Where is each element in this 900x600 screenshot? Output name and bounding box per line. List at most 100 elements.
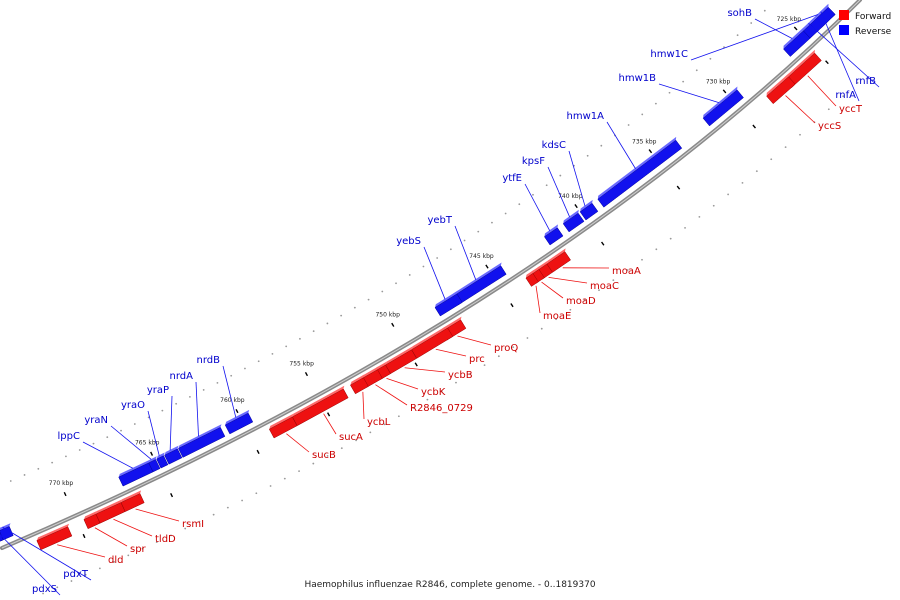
legend-forward-swatch (839, 10, 849, 20)
gene-label-sohB[interactable]: sohB (727, 8, 752, 19)
gene-label-kpsF[interactable]: kpsF (522, 156, 545, 167)
gene-kpsF[interactable] (562, 209, 585, 233)
gene-pdxS[interactable] (0, 527, 4, 542)
gene-label-sucA[interactable]: sucA (339, 432, 363, 443)
gene-label-pdxT[interactable]: pdxT (63, 569, 89, 580)
gene-leader-rsmI (135, 508, 180, 522)
gene-label-yccT[interactable]: yccT (839, 104, 863, 115)
gene-label-kdsC[interactable]: kdsC (542, 140, 566, 151)
gene-label-rnfA[interactable]: rnfA (835, 90, 856, 101)
scale-dot (202, 389, 205, 391)
gene-label-yraO[interactable]: yraO (121, 400, 145, 411)
gene-label-moaE[interactable]: moaE (543, 311, 571, 322)
gene-dld[interactable] (36, 523, 73, 551)
tick-mark-lower (414, 362, 418, 367)
legend: Forward Reverse (839, 10, 892, 37)
gene-pdxT[interactable] (0, 523, 14, 542)
gene-body (36, 526, 73, 551)
scale-dot (367, 298, 370, 301)
tick-mark-lower (327, 412, 331, 417)
gene-nrdB[interactable] (224, 409, 254, 435)
gene-leader-sucA (323, 413, 337, 435)
gene-label-rnfB[interactable]: rnfB (855, 76, 876, 87)
gene-label-lppC[interactable]: lppC (58, 431, 80, 442)
gene-label-sucB[interactable]: sucB (312, 450, 336, 461)
gene-label-nrdB[interactable]: nrdB (197, 355, 221, 366)
gene-leader-hmw1A (606, 121, 636, 169)
scale-dot (695, 69, 698, 72)
gene-label-ytfE[interactable]: ytfE (502, 173, 522, 184)
gene-yraP[interactable] (164, 445, 183, 465)
gene-yraO[interactable] (156, 452, 169, 469)
gene-body (766, 76, 796, 105)
scale-dot (799, 133, 801, 136)
gene-label-yraN[interactable]: yraN (84, 415, 108, 426)
scale-dot (483, 364, 486, 367)
gene-label-moaA[interactable]: moaA (612, 266, 641, 277)
gene-label-moaC[interactable]: moaC (590, 281, 619, 292)
gene-bevel (164, 445, 179, 456)
scale-dot (283, 477, 286, 480)
gene-label-yccS[interactable]: yccS (818, 121, 841, 132)
scale-dot (244, 367, 246, 370)
scale-dot (469, 373, 472, 375)
tick-mark-lower (82, 533, 86, 539)
gene-label-yebT[interactable]: yebT (427, 215, 452, 226)
scale-dot (381, 290, 384, 293)
gene-ycbB[interactable] (385, 346, 417, 374)
gene-label-rsmI[interactable]: rsmI (182, 519, 204, 530)
gene-label-prc[interactable]: prc (469, 354, 485, 365)
gene-spr[interactable] (83, 510, 101, 530)
gene-label-spr[interactable]: spr (130, 544, 147, 555)
gene-leader-rnfA (820, 11, 860, 102)
gene-leader-ycbL (362, 391, 365, 420)
gene-label-hmw1B[interactable]: hmw1B (619, 73, 657, 84)
scale-dot (641, 113, 644, 116)
gene-label-pdxS[interactable]: pdxS (32, 584, 57, 595)
gene-label-ycbB[interactable]: ycbB (448, 370, 473, 381)
gene-bevel (784, 49, 815, 81)
gene-kdsC[interactable] (579, 199, 599, 221)
gene-lppC[interactable] (118, 459, 154, 487)
gene-leader-kpsF (547, 166, 570, 217)
gene-label-tldD[interactable]: tldD (155, 534, 176, 545)
gene-label-nrdA[interactable]: nrdA (170, 371, 194, 382)
gene-yebS[interactable] (434, 290, 463, 317)
gene-ycbL[interactable] (350, 374, 369, 395)
gene-label-moaD[interactable]: moaD (566, 296, 596, 307)
gene-sucB[interactable] (268, 413, 298, 439)
gene-moaE[interactable] (525, 270, 539, 287)
scale-dot (440, 390, 443, 393)
gene-hmw1A[interactable] (597, 136, 683, 208)
gene-leader-ytfE (524, 183, 551, 231)
genome-caption: Haemophilus influenzae R2846, complete g… (304, 580, 595, 590)
gene-label-R2846_0729[interactable]: R2846_0729 (410, 403, 473, 414)
legend-reverse-swatch (839, 25, 849, 35)
gene-bevel (178, 424, 222, 449)
gene-label-proQ[interactable]: proQ (494, 343, 518, 354)
tick-label: 730 kbp (706, 79, 731, 86)
scale-dot (257, 360, 260, 363)
scale-dot (727, 193, 730, 196)
gene-label-ycbK[interactable]: ycbK (421, 387, 446, 398)
gene-bevel (411, 324, 449, 350)
tick-layer: 725 kbp 730 kbp 735 kbp 740 kbp 745 kbp 750 k… (49, 16, 829, 539)
gene-label-dld[interactable]: dld (108, 555, 123, 566)
gene-label-hmw1C[interactable]: hmw1C (650, 49, 688, 60)
tick-label: 760 kbp (220, 397, 245, 404)
scale-dot (449, 248, 452, 251)
gene-label-yebS[interactable]: yebS (396, 236, 421, 247)
gene-ytfE[interactable] (544, 224, 564, 246)
gene-hmw1B[interactable] (702, 86, 744, 127)
gene-label-yraP[interactable]: yraP (147, 385, 169, 396)
scale-dot (170, 534, 172, 537)
gene-leader-ycbK (386, 377, 419, 390)
tick-mark (304, 371, 309, 377)
scale-dot (491, 221, 493, 224)
scale-dot (395, 282, 397, 285)
gene-yccS[interactable] (766, 73, 796, 105)
gene-label-ycbL[interactable]: ycbL (367, 417, 391, 428)
gene-body (597, 139, 683, 208)
gene-nrdA[interactable] (178, 424, 226, 458)
gene-label-hmw1A[interactable]: hmw1A (567, 111, 605, 122)
